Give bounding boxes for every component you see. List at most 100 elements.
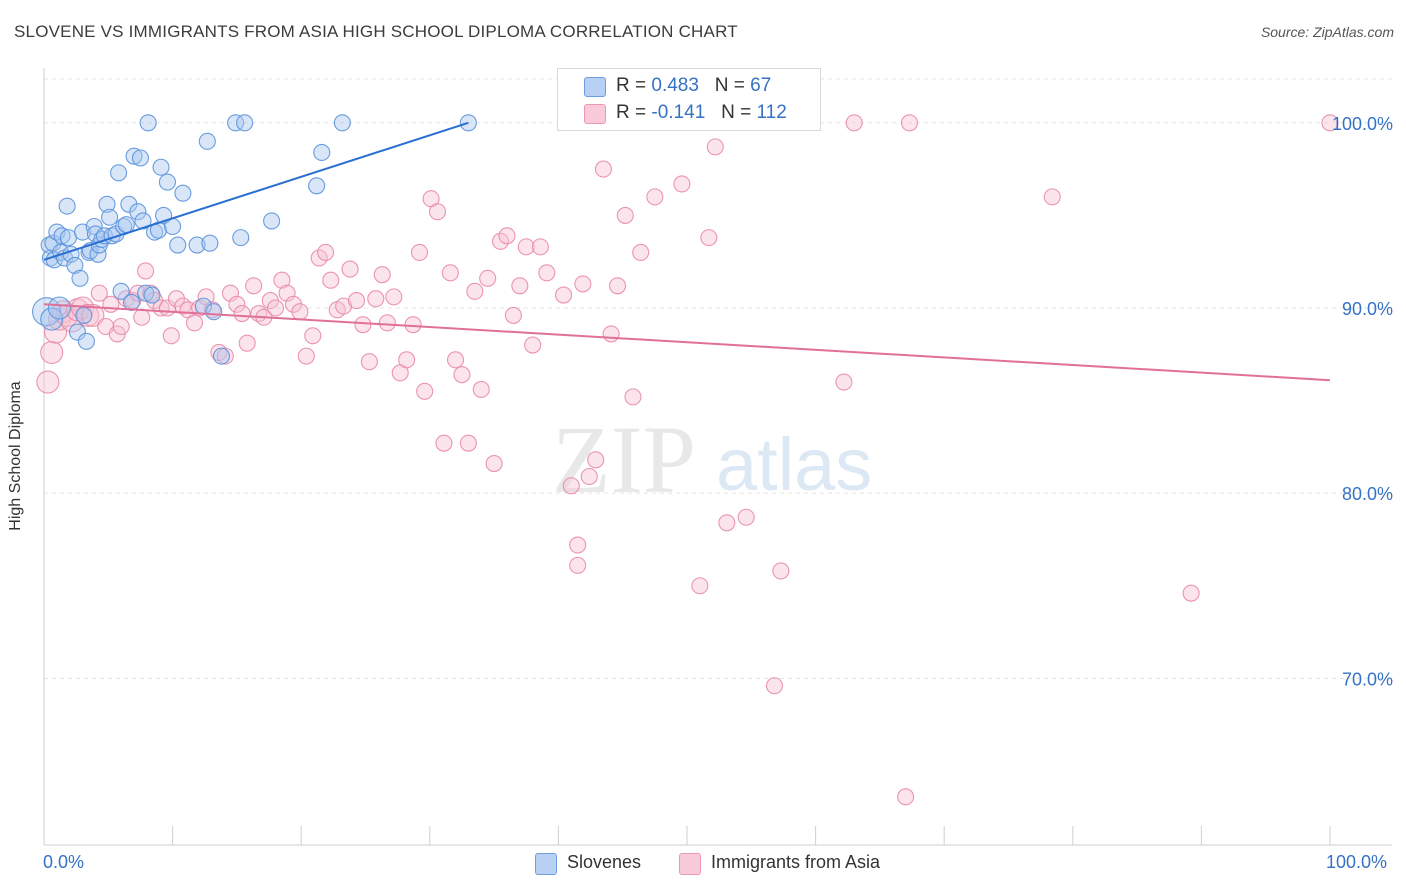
bottom-legend-swatch-slovenes (535, 853, 557, 875)
data-point-asia (531, 238, 549, 256)
data-point-asia (112, 317, 130, 336)
correlation-legend: R = 0.483 N = 67 R = -0.141 N = 112 (557, 68, 821, 131)
data-point-asia (1182, 584, 1200, 602)
data-point-asia (538, 264, 556, 282)
data-point-asia (479, 269, 497, 287)
data-point-asia (216, 347, 234, 365)
data-point-asia (587, 451, 605, 469)
bottom-legend-label-asia: Immigrants from Asia (711, 852, 881, 872)
data-point-asia (102, 295, 120, 313)
y-tick-labels: 100.0% 90.0% 80.0% 70.0% (1332, 114, 1393, 690)
data-point-asia (718, 514, 736, 532)
data-point-asia (36, 370, 60, 394)
bottom-legend-swatch-asia (679, 853, 701, 875)
data-point-asia (133, 308, 151, 326)
data-point-asia (706, 138, 724, 156)
data-point-asia (466, 282, 484, 300)
data-point-asia (569, 536, 587, 554)
data-point-slovenes (198, 132, 216, 150)
data-point-asia (446, 351, 465, 369)
data-point-asia (273, 271, 291, 289)
legend-n-value-asia: 112 (756, 102, 787, 123)
data-point-asia (137, 262, 155, 280)
data-point-asia (441, 264, 459, 282)
data-point-asia (347, 292, 366, 310)
legend-swatch-slovenes (584, 77, 606, 97)
legend-r-label: R = (616, 75, 647, 96)
data-point-asia (459, 434, 477, 452)
data-point-asia (81, 303, 105, 327)
y-axis-label: High School Diploma (7, 381, 24, 531)
watermark: ZIP atlas (552, 406, 872, 513)
data-point-slovenes (313, 143, 331, 161)
data-point-slovenes (68, 323, 86, 341)
data-point-slovenes (53, 227, 71, 245)
data-point-asia (1043, 188, 1061, 206)
data-point-asia (504, 306, 522, 324)
data-point-asia (845, 114, 863, 132)
data-point-slovenes (40, 307, 64, 331)
axes (43, 68, 1392, 846)
data-point-slovenes (169, 236, 187, 254)
series-slovenes (32, 114, 477, 365)
y-tick-label: 80.0% (1342, 484, 1393, 504)
data-point-asia (900, 114, 919, 132)
x-tick-label-max: 100.0% (1326, 852, 1388, 872)
chart-title: SLOVENE VS IMMIGRANTS FROM ASIA HIGH SCH… (14, 22, 738, 41)
data-point-slovenes (232, 229, 250, 247)
data-point-asia (398, 351, 416, 369)
data-point-asia (554, 286, 573, 304)
data-point-asia (700, 229, 718, 247)
data-point-slovenes (71, 269, 89, 287)
data-point-asia (485, 454, 503, 473)
data-point-slovenes (263, 212, 281, 230)
data-point-slovenes (188, 236, 206, 254)
data-point-asia (410, 243, 429, 261)
data-point-slovenes (137, 284, 155, 302)
trend-line-asia (43, 303, 1331, 382)
data-point-asia (602, 325, 620, 343)
data-point-asia (304, 327, 322, 345)
y-tick-label: 70.0% (1342, 669, 1393, 689)
data-point-asia (524, 336, 542, 354)
bottom-legend-label-slovenes: Slovenes (567, 852, 642, 872)
data-point-asia (416, 382, 434, 400)
data-point-slovenes (143, 286, 161, 304)
data-point-slovenes (174, 184, 192, 202)
data-point-asia (367, 290, 385, 308)
trend-line-slovenes (43, 121, 469, 261)
data-point-slovenes (112, 282, 130, 300)
data-point-slovenes (66, 256, 84, 274)
data-point-asia (162, 327, 180, 345)
legend-n-label: N = (721, 102, 752, 123)
data-point-asia (245, 277, 263, 295)
data-point-asia (569, 556, 587, 574)
data-point-asia (737, 508, 755, 526)
data-point-slovenes (236, 114, 254, 132)
data-point-asia (511, 277, 529, 295)
data-point-slovenes (117, 216, 135, 234)
data-point-slovenes (58, 197, 76, 215)
data-point-slovenes (308, 177, 326, 195)
data-point-asia (341, 260, 359, 278)
data-point-slovenes (47, 296, 71, 320)
data-point-asia (238, 334, 256, 352)
data-point-asia (498, 227, 516, 245)
data-point-asia (378, 314, 396, 332)
legend-r-value-slovenes: 0.483 (651, 75, 699, 96)
data-point-asia (562, 477, 580, 495)
data-point-slovenes (131, 149, 149, 167)
watermark-atlas: atlas (716, 423, 872, 506)
data-point-slovenes (125, 147, 143, 165)
data-point-slovenes (152, 158, 170, 176)
data-point-asia (76, 303, 100, 327)
data-point-asia (354, 316, 372, 334)
data-point-asia (373, 266, 391, 284)
data-point-asia (228, 295, 246, 313)
data-point-slovenes (139, 114, 157, 132)
data-point-asia (691, 577, 709, 595)
legend-n-value-slovenes: 67 (750, 75, 772, 96)
data-point-asia (435, 434, 453, 452)
data-point-asia (616, 206, 634, 224)
